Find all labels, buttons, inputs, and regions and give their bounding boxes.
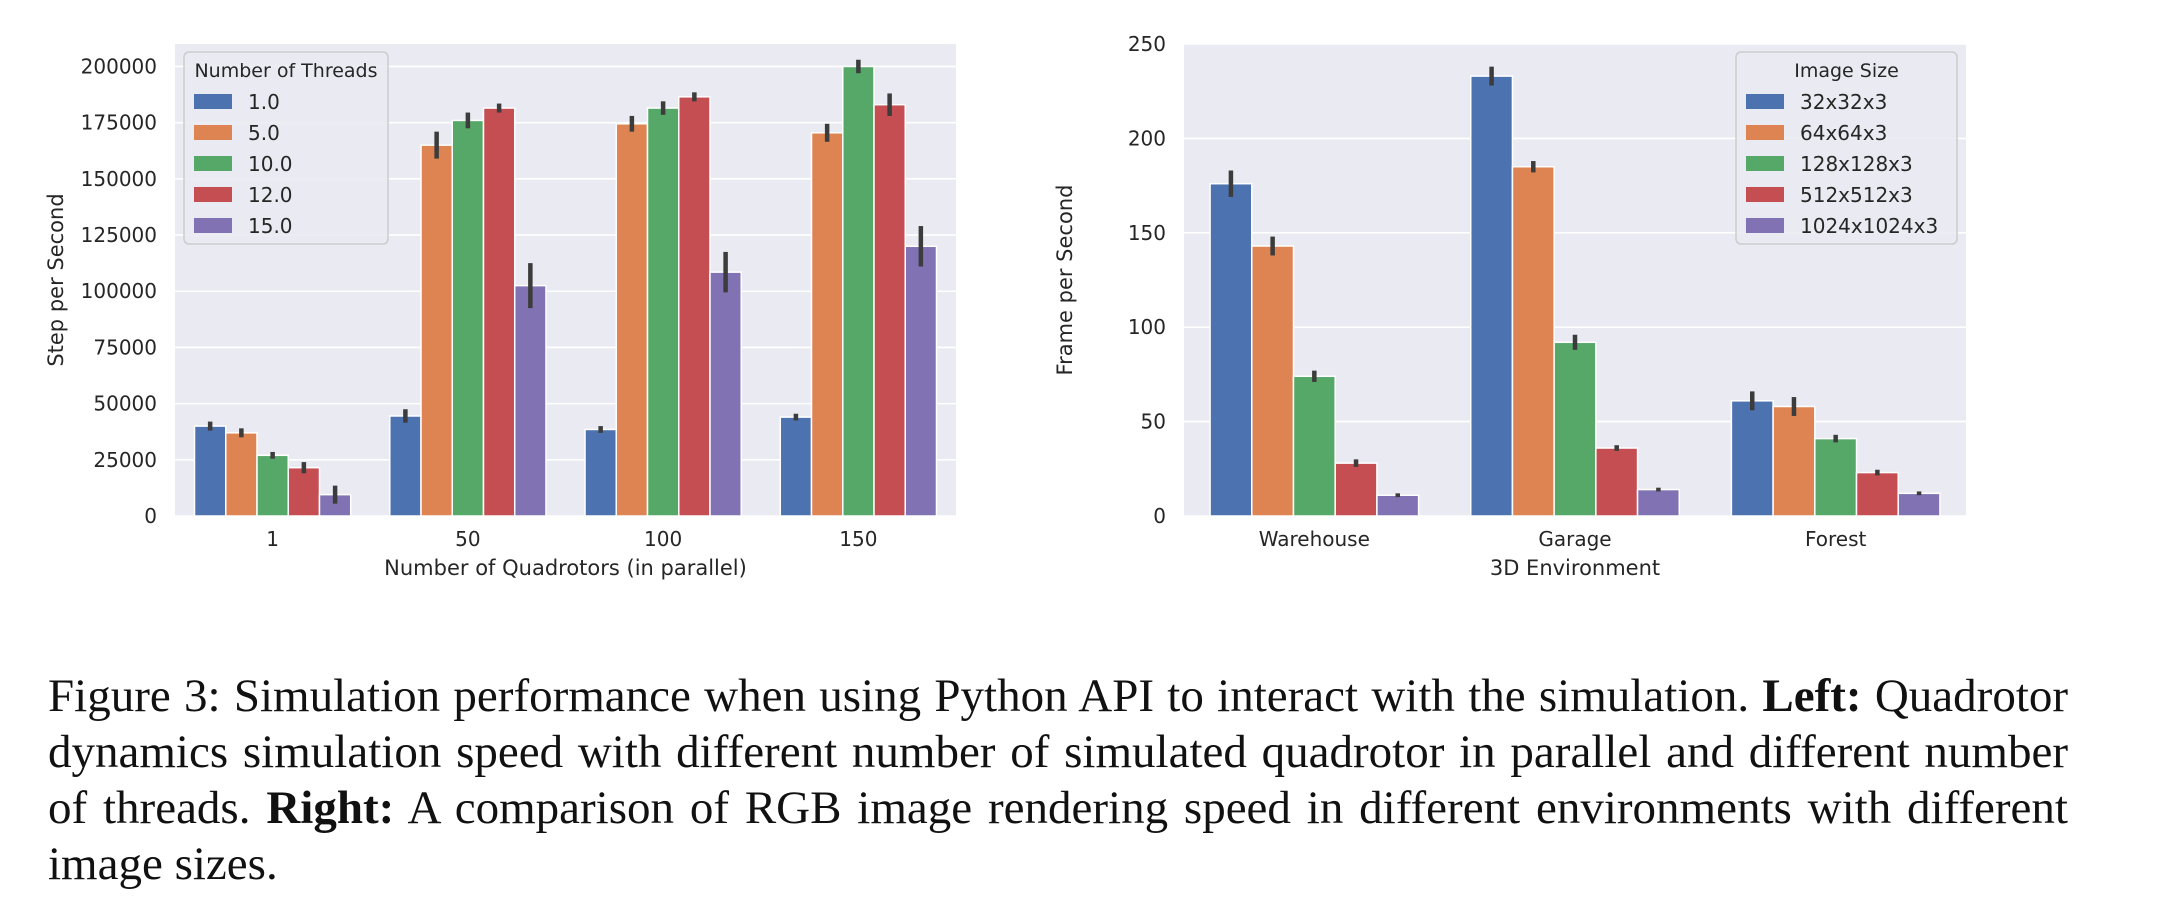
chart1-x-tick-label: 1 — [266, 527, 279, 551]
chart2-bar — [1553, 341, 1597, 517]
chart2-y-tick-label: 50 — [1141, 410, 1166, 434]
chart2-y-tick-label: 100 — [1128, 315, 1166, 339]
chart1-legend-swatch — [194, 218, 232, 233]
chart1-bar — [842, 65, 875, 517]
chart2-bar — [1595, 447, 1639, 517]
chart1-y-axis-label: Step per Second — [44, 193, 68, 366]
chart1-legend: Number of Threads 1.0 5.0 10.0 12.0 15.0 — [183, 51, 389, 245]
chart2-legend-swatch — [1746, 156, 1784, 171]
caption-text-2: Quadrotor dynamics simulation speed with… — [48, 670, 2069, 834]
chart1-y-tick-label: 75000 — [93, 335, 157, 359]
chart1-bar — [709, 271, 742, 517]
chart1-bar — [256, 454, 289, 517]
chart1-legend-swatch — [194, 187, 232, 202]
chart2-legend-label: 512x512x3 — [1800, 183, 1913, 207]
chart2-x-tick-label: Garage — [1538, 527, 1611, 551]
chart1-legend-label: 1.0 — [248, 90, 280, 114]
chart1-bar — [810, 132, 844, 517]
chart2-bar — [1376, 494, 1420, 517]
chart1-x-tick-label: 50 — [455, 527, 480, 551]
chart2-bar — [1855, 471, 1899, 517]
chart1-legend-swatch — [194, 94, 232, 109]
chart1-y-tick-label: 50000 — [93, 392, 157, 416]
chart2-legend-swatch — [1746, 94, 1784, 109]
chart1-group: 0 25000 50000 75000 100000 125000 150000 175000… — [44, 44, 956, 580]
chart2-legend-swatch — [1746, 125, 1784, 140]
chart1-legend-label: 10.0 — [248, 152, 293, 176]
chart1-legend-label: 5.0 — [248, 121, 280, 145]
caption-text-3: A comparison of RGB image rendering spee… — [48, 782, 2068, 890]
chart2-y-axis-label: Frame per Second — [1053, 185, 1077, 376]
figure-caption: Figure 3: Simulation performance when us… — [48, 668, 2068, 892]
chart2-legend-box — [1735, 51, 1958, 245]
chart1-bar — [420, 144, 454, 517]
chart2-bar — [1814, 437, 1858, 517]
chart1-bar — [193, 425, 227, 517]
chart1-bar — [584, 428, 618, 517]
chart1-legend-swatch — [194, 156, 232, 171]
chart1-y-tick-label: 175000 — [81, 111, 157, 135]
chart1-y-tick-label: 125000 — [81, 223, 157, 247]
chart1-bar — [513, 284, 547, 517]
caption-left-label: Left: — [1762, 670, 1862, 722]
chart1-bar — [451, 119, 485, 517]
chart2-bar — [1897, 492, 1941, 517]
chart2-legend-label: 64x64x3 — [1800, 121, 1887, 145]
chart2-y-tick-label: 150 — [1128, 221, 1166, 245]
chart1-bar — [677, 96, 711, 517]
chart1-legend-swatch — [194, 125, 232, 140]
chart1-y-tick-label: 200000 — [81, 54, 157, 78]
chart1-legend-title: Number of Threads — [194, 60, 377, 82]
caption-label: Figure 3: — [48, 670, 221, 722]
chart2-group: 0 50 100 150 200 250 Warehouse Garage Forest 3D E… — [1053, 32, 1966, 580]
chart2-bar — [1511, 165, 1555, 517]
chart2-bar — [1636, 488, 1681, 517]
chart1-bar — [873, 103, 906, 517]
chart2-bar — [1469, 75, 1514, 517]
chart2-legend-label: 1024x1024x3 — [1800, 214, 1938, 238]
chart2-legend-swatch — [1746, 218, 1784, 233]
chart1-bar — [287, 466, 321, 517]
chart2-bar — [1292, 375, 1336, 517]
caption-right-label: Right: — [266, 782, 395, 834]
chart2-bar — [1209, 182, 1253, 517]
chart2-y-tick-label: 0 — [1153, 504, 1166, 528]
figure: 0 25000 50000 75000 100000 125000 150000 175000… — [44, 32, 1966, 580]
chart1-bar — [615, 123, 649, 517]
chart1-bar — [646, 107, 680, 517]
chart2-x-tick-label: Warehouse — [1259, 527, 1370, 551]
chart2-x-tick-label: Forest — [1805, 527, 1867, 551]
chart2-bar — [1730, 400, 1774, 517]
chart2-bar — [1334, 462, 1378, 517]
chart1-bar — [225, 432, 258, 517]
chart1-x-tick-label: 150 — [839, 527, 877, 551]
chart1-bar — [482, 107, 516, 517]
chart2-legend: Image Size 32x32x3 64x64x3 128x128x3 512x512… — [1735, 51, 1958, 245]
chart2-legend-title: Image Size — [1794, 60, 1899, 82]
chart1-legend-box — [183, 51, 389, 245]
chart2-legend-label: 128x128x3 — [1800, 152, 1913, 176]
chart1-bar — [904, 245, 938, 517]
chart1-bar — [779, 416, 813, 517]
chart2-bar — [1772, 405, 1816, 517]
caption-text-1: Simulation performance when using Python… — [233, 670, 1750, 722]
chart1-bar — [389, 415, 422, 517]
chart1-legend-label: 12.0 — [248, 183, 293, 207]
chart1-legend-label: 15.0 — [248, 214, 293, 238]
chart2-y-tick-label: 200 — [1128, 126, 1166, 150]
chart1-x-axis-label: Number of Quadrotors (in parallel) — [384, 556, 747, 580]
chart1-y-tick-label: 100000 — [81, 279, 157, 303]
chart2-legend-label: 32x32x3 — [1800, 90, 1887, 114]
chart2-legend-swatch — [1746, 187, 1784, 202]
chart2-bar — [1251, 245, 1295, 517]
chart2-y-tick-label: 250 — [1128, 32, 1166, 56]
chart1-y-tick-label: 0 — [144, 504, 157, 528]
chart2-x-axis-label: 3D Environment — [1490, 556, 1660, 580]
chart1-x-tick-label: 100 — [644, 527, 682, 551]
chart1-y-tick-label: 150000 — [81, 167, 157, 191]
chart1-y-tick-label: 25000 — [93, 448, 157, 472]
